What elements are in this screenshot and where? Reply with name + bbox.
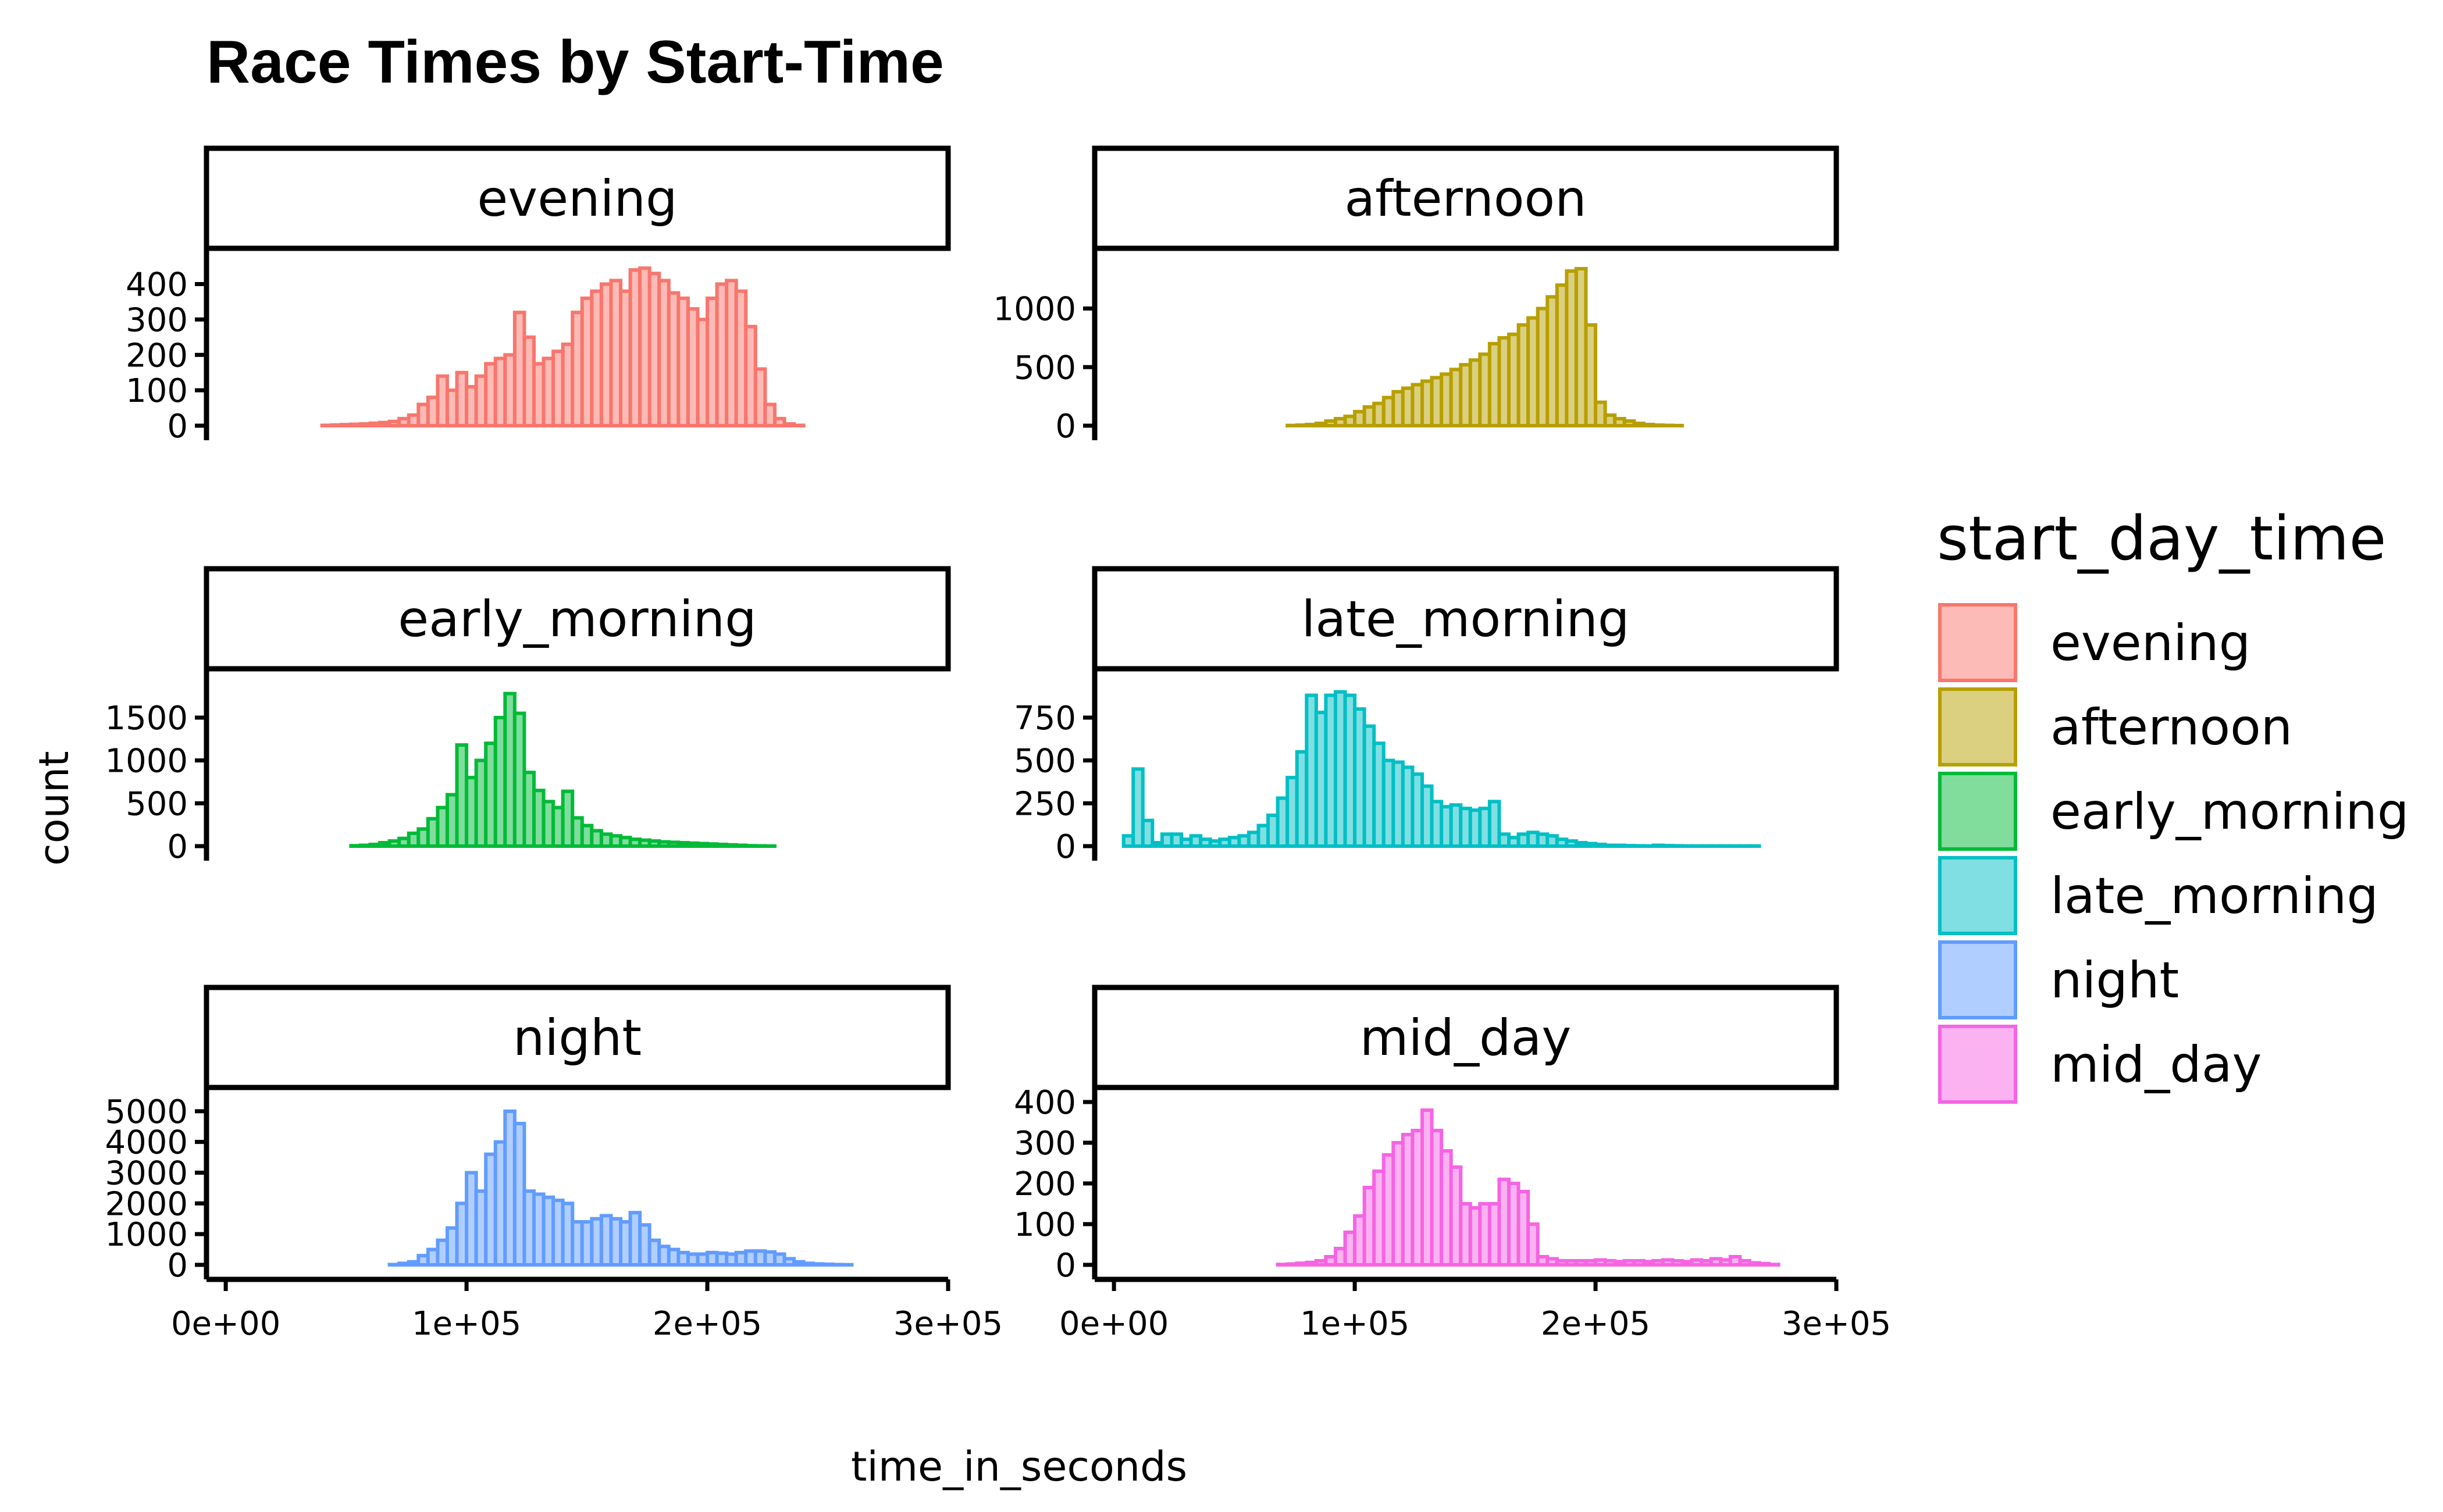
strip-label-mid_day: mid_day	[1360, 1009, 1571, 1067]
y-tick-label-afternoon-1: 500	[1014, 349, 1076, 387]
panel-late_morning: late_morning 0 250 500 750	[1014, 569, 1836, 866]
legend-key-mid_day	[1940, 1026, 2015, 1102]
y-tick-label-late_morning-1: 250	[1014, 785, 1076, 823]
y-tick-label-evening-1: 100	[126, 372, 188, 410]
strip-label-night: night	[513, 1009, 642, 1067]
y-tick-label-early_morning-1: 500	[126, 785, 188, 823]
x-tick-label-night-0: 0e+00	[171, 1305, 280, 1343]
bar-evening-59	[794, 425, 804, 426]
legend-label-night: night	[2050, 951, 2179, 1010]
y-tick-label-mid_day-2: 200	[1014, 1165, 1076, 1203]
y-tick-label-late_morning-3: 750	[1014, 700, 1076, 737]
y-tick-label-mid_day-3: 300	[1014, 1125, 1076, 1162]
y-tick-label-afternoon-0: 0	[1055, 408, 1076, 445]
legend-key-afternoon	[1940, 689, 2015, 765]
legend-title: start_day_time	[1937, 503, 2386, 574]
strip-label-evening: evening	[477, 170, 677, 228]
legend-key-night	[1940, 942, 2015, 1018]
x-tick-label-mid_day-1: 1e+05	[1300, 1305, 1409, 1343]
y-tick-label-night-5: 5000	[105, 1093, 188, 1131]
legend: evening afternoon early_morning late_mornin…	[1940, 605, 2409, 1102]
panel-early_morning: early_morning 0 500 1000 1500	[105, 569, 948, 866]
bar-mid_day-68	[1769, 1264, 1779, 1265]
y-tick-label-mid_day-4: 400	[1014, 1084, 1076, 1122]
y-tick-label-late_morning-2: 500	[1014, 743, 1076, 780]
legend-key-evening	[1940, 605, 2015, 680]
legend-key-early_morning	[1940, 773, 2015, 849]
x-axis-title: time_in_seconds	[851, 1443, 1187, 1490]
y-tick-label-mid_day-1: 100	[1014, 1206, 1076, 1244]
y-tick-label-early_morning-3: 1500	[105, 700, 188, 737]
legend-label-evening: evening	[2050, 614, 2250, 672]
bars-night	[390, 1111, 852, 1265]
y-tick-label-late_morning-0: 0	[1055, 828, 1076, 866]
bars-mid_day	[1278, 1110, 1779, 1265]
y-tick-label-mid_day-0: 0	[1055, 1247, 1076, 1285]
x-tick-label-night-2: 2e+05	[653, 1305, 762, 1343]
bars-early_morning	[351, 694, 775, 846]
y-tick-label-evening-2: 200	[126, 337, 188, 375]
bars-evening	[322, 268, 804, 426]
panel-afternoon: afternoon 0 500 1000	[993, 148, 1836, 445]
legend-label-afternoon: afternoon	[2050, 698, 2292, 757]
legend-label-mid_day: mid_day	[2050, 1036, 2262, 1094]
y-tick-label-afternoon-2: 1000	[993, 291, 1076, 329]
bars-late_morning	[1124, 692, 1760, 846]
y-tick-label-evening-3: 300	[126, 301, 188, 339]
y-tick-label-evening-0: 0	[167, 408, 188, 445]
y-tick-label-evening-4: 400	[126, 266, 188, 304]
legend-label-early_morning: early_morning	[2050, 783, 2409, 841]
y-tick-label-early_morning-0: 0	[167, 828, 188, 866]
y-axis-title: count	[30, 751, 78, 866]
chart-title: Race Times by Start-Time	[206, 28, 944, 96]
x-tick-label-mid_day-2: 2e+05	[1541, 1305, 1650, 1343]
strip-label-late_morning: late_morning	[1302, 590, 1630, 648]
bars-afternoon	[1287, 269, 1682, 426]
x-tick-label-mid_day-0: 0e+00	[1059, 1305, 1169, 1343]
x-tick-label-night-1: 1e+05	[412, 1305, 521, 1343]
facet-panels: evening0100200300400afternoon05001000ear…	[105, 148, 1891, 1343]
strip-label-early_morning: early_morning	[398, 590, 757, 648]
y-tick-label-early_morning-2: 1000	[105, 743, 188, 780]
strip-label-afternoon: afternoon	[1344, 170, 1586, 228]
x-tick-label-mid_day-3: 3e+05	[1782, 1305, 1891, 1343]
legend-label-late_morning: late_morning	[2050, 867, 2378, 925]
legend-key-late_morning	[1940, 858, 2015, 933]
x-tick-label-night-3: 3e+05	[893, 1305, 1003, 1343]
